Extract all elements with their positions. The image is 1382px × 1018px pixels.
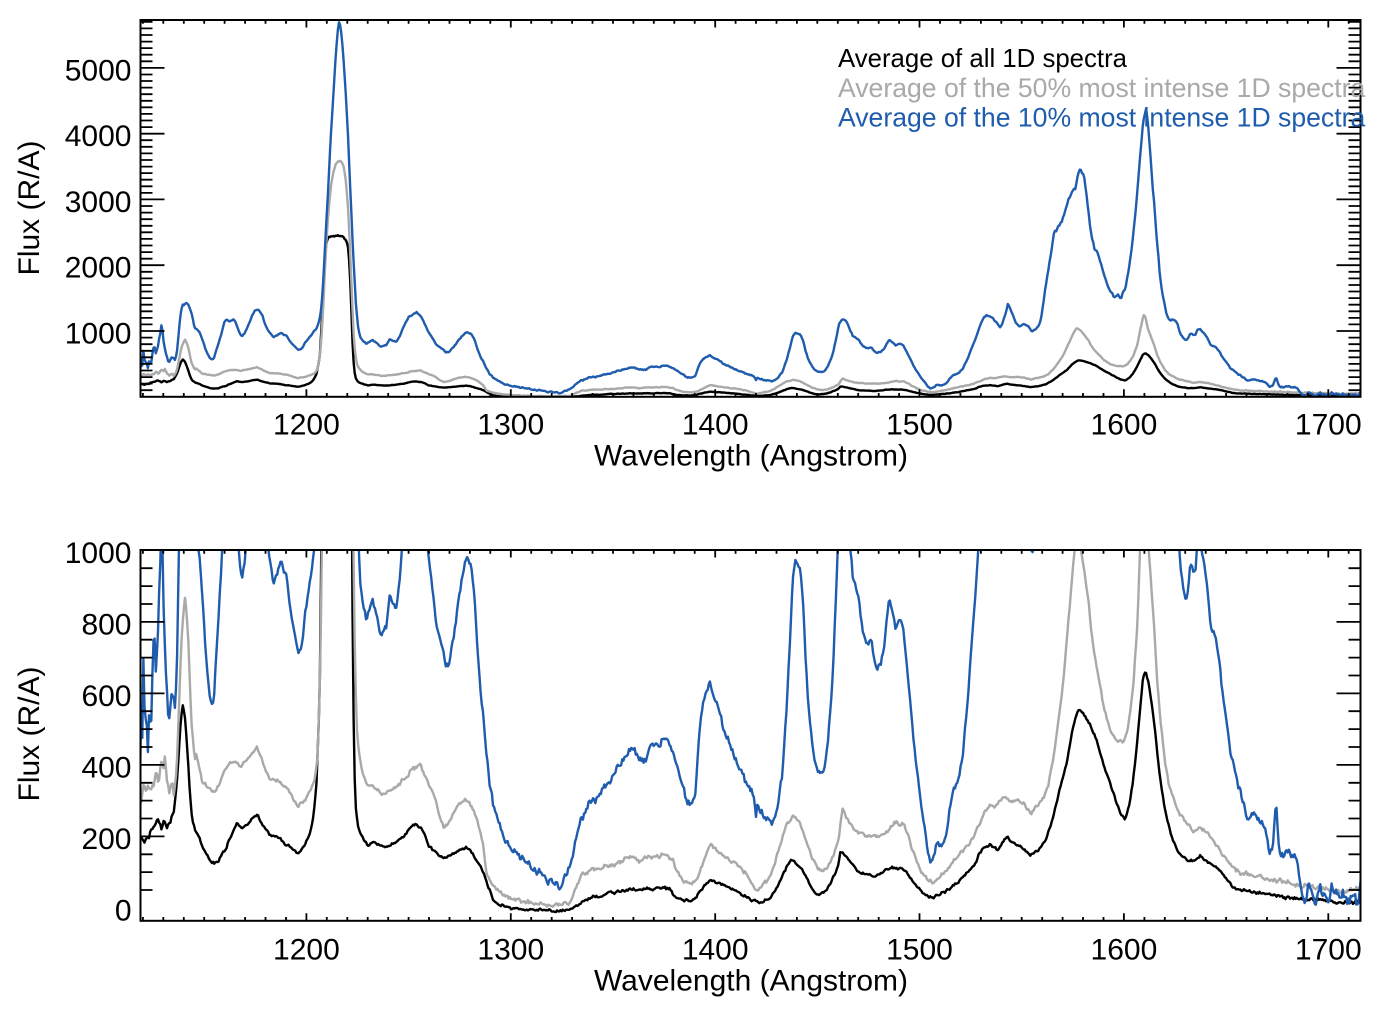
svg-text:1300: 1300 [477,408,544,441]
svg-text:200: 200 [81,823,131,856]
svg-text:1600: 1600 [1091,934,1158,967]
svg-text:1200: 1200 [273,408,340,441]
svg-text:3000: 3000 [65,186,132,219]
svg-text:1600: 1600 [1091,408,1158,441]
svg-text:5000: 5000 [65,54,132,87]
svg-text:Average of all 1D spectra: Average of all 1D spectra [838,43,1128,73]
svg-text:1500: 1500 [886,408,953,441]
svg-text:1700: 1700 [1295,934,1362,967]
svg-text:1400: 1400 [682,408,749,441]
svg-text:800: 800 [81,608,131,641]
svg-text:1400: 1400 [682,934,749,967]
svg-text:Wavelength (Angstrom): Wavelength (Angstrom) [594,965,908,998]
svg-text:4000: 4000 [65,120,132,153]
svg-text:1200: 1200 [273,934,340,967]
svg-text:1300: 1300 [477,934,544,967]
svg-text:Average of the 10% most intens: Average of the 10% most intense 1D spect… [838,103,1365,133]
svg-text:1500: 1500 [886,934,953,967]
svg-text:Flux (R/A): Flux (R/A) [13,667,46,802]
svg-text:0: 0 [115,894,132,927]
svg-text:2000: 2000 [65,252,132,285]
svg-text:Average of the 50% most intens: Average of the 50% most intense 1D spect… [838,73,1365,103]
svg-text:1000: 1000 [65,318,132,351]
svg-text:1700: 1700 [1295,408,1362,441]
svg-text:Flux (R/A): Flux (R/A) [13,141,46,276]
svg-text:400: 400 [81,751,131,784]
svg-text:Wavelength (Angstrom): Wavelength (Angstrom) [594,440,908,473]
svg-text:600: 600 [81,680,131,713]
svg-text:1000: 1000 [65,537,132,570]
